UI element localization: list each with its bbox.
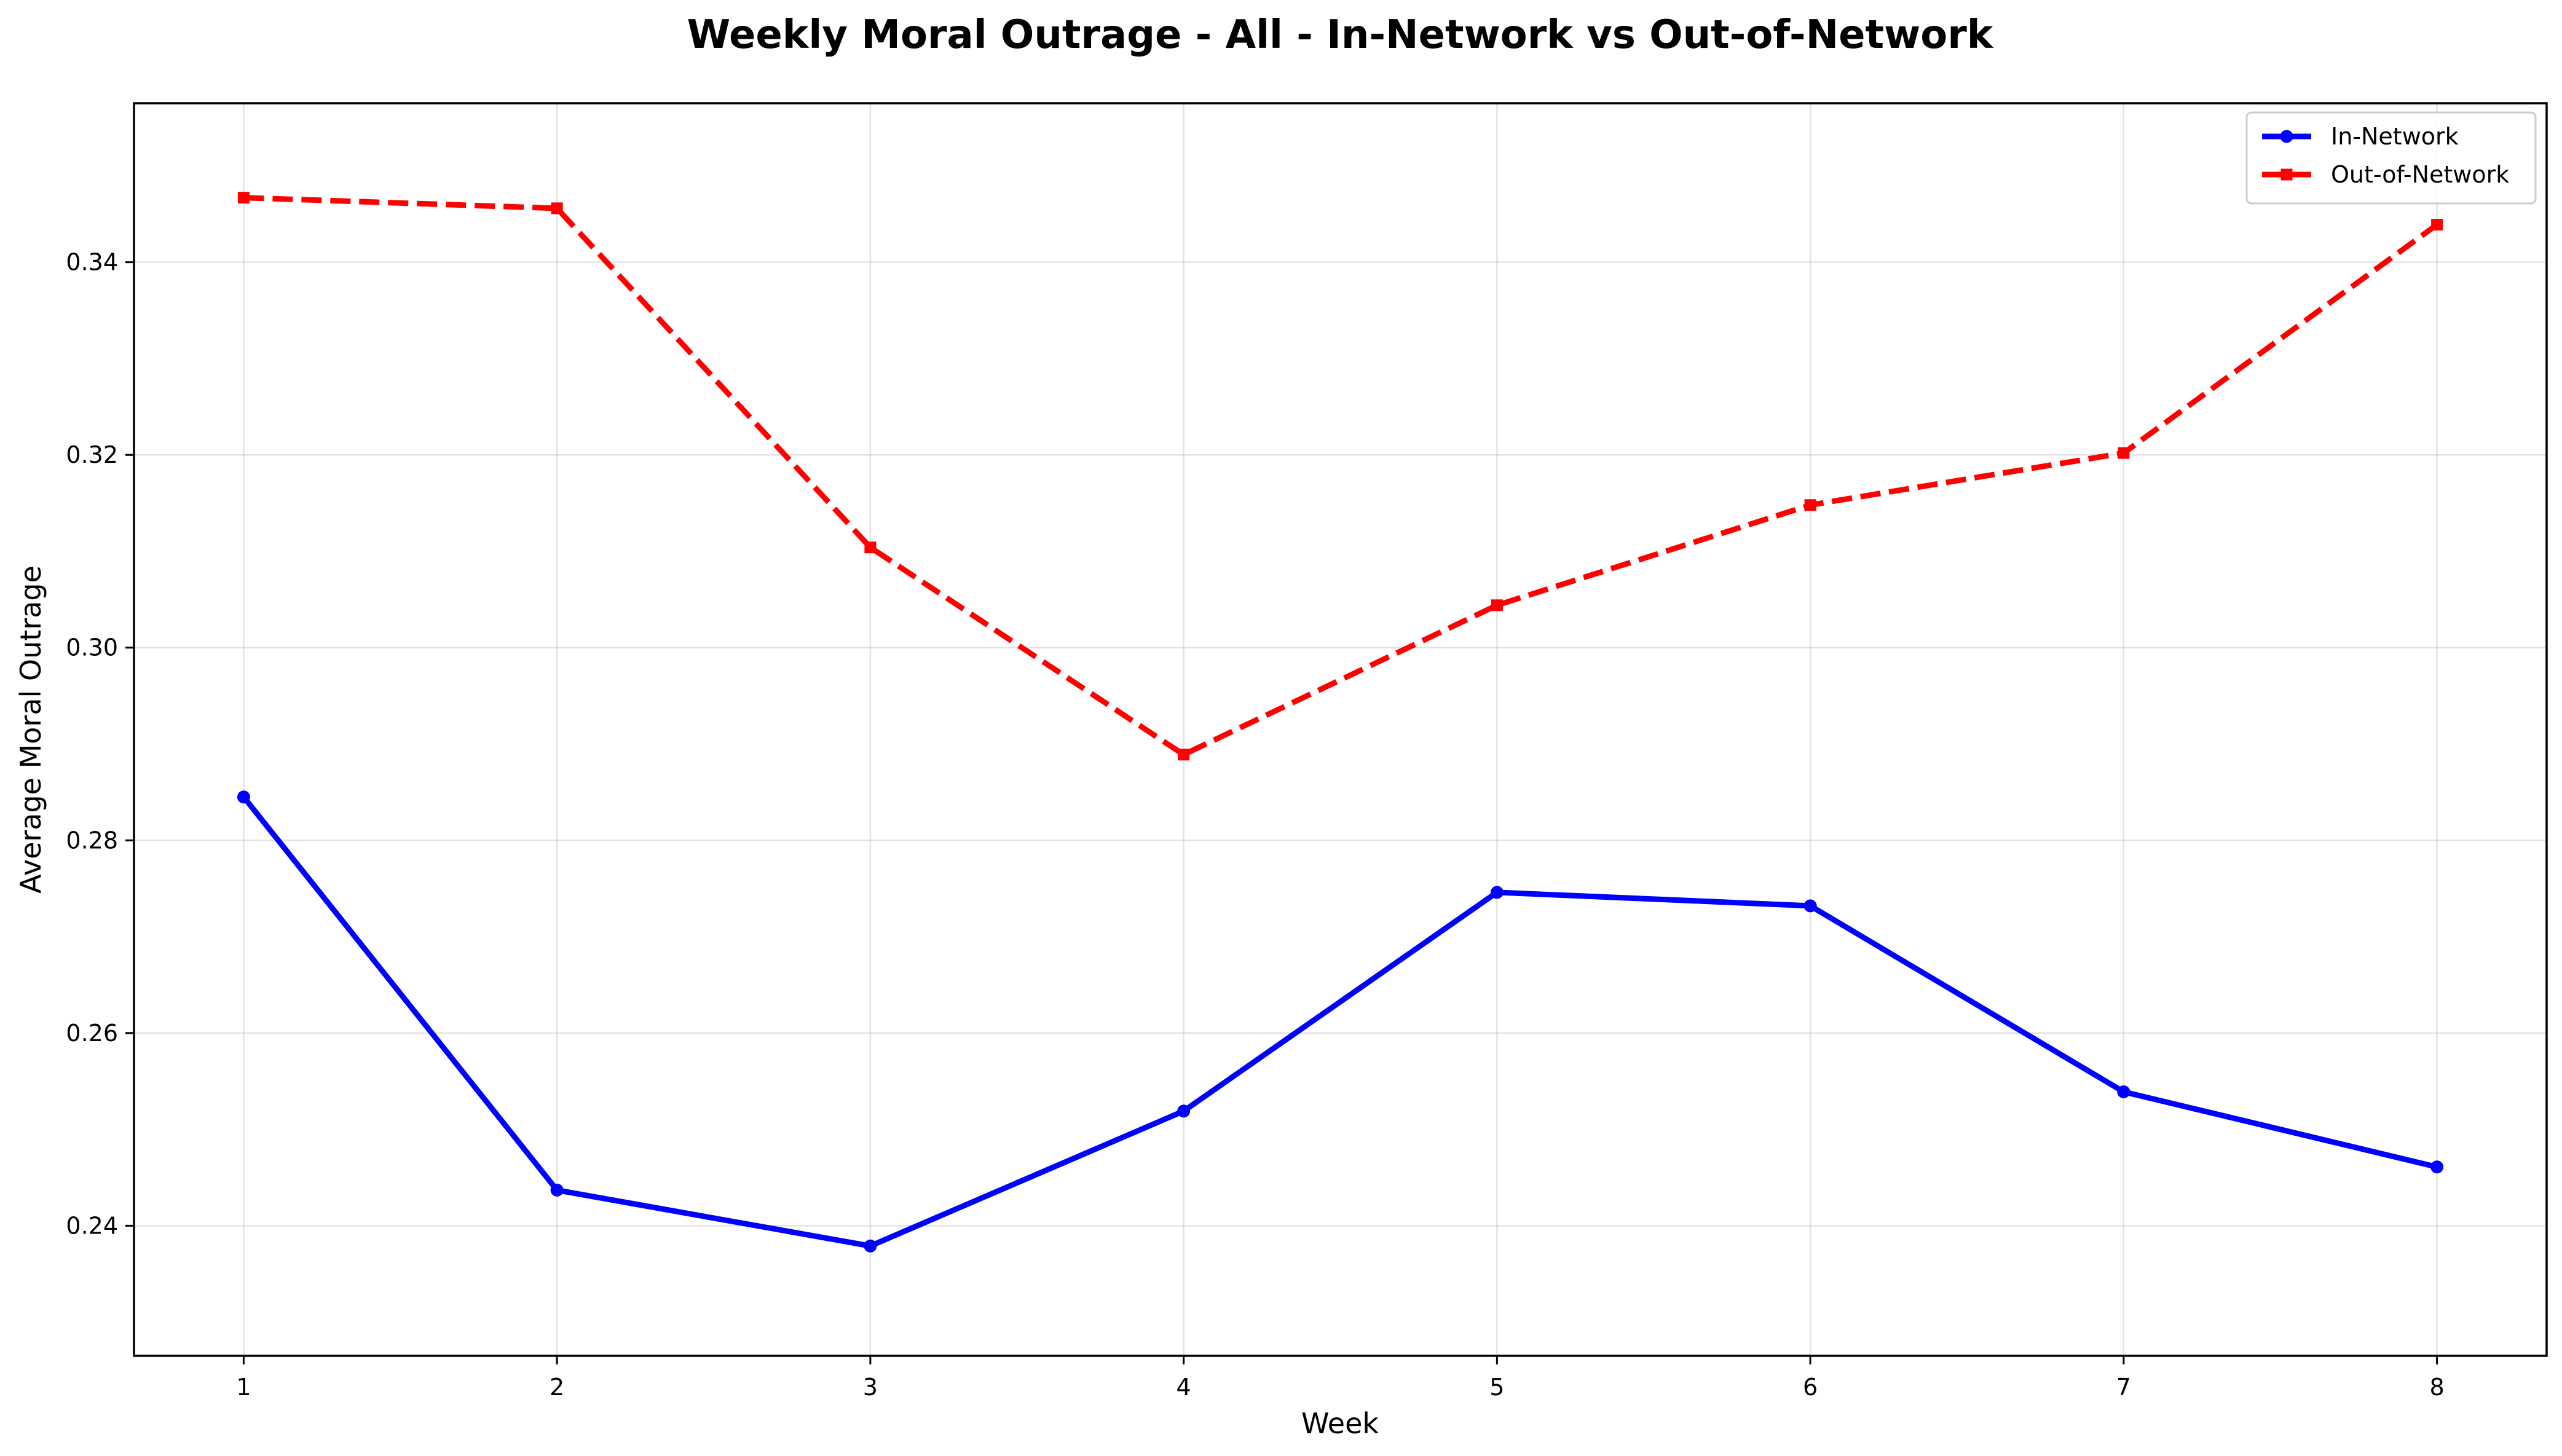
legend-marker-in-network	[2280, 130, 2293, 143]
out-of-network-line	[243, 195, 2439, 758]
out-of-network-point	[2431, 219, 2443, 231]
in-network-point	[550, 1183, 564, 1197]
x-axis-label: Week	[1301, 1407, 1379, 1440]
y-tick-label: 0.34	[66, 249, 118, 276]
legend-label-out-of-network: Out-of-Network	[2331, 161, 2509, 188]
out-of-network-point	[2118, 447, 2130, 459]
in-network-point	[864, 1239, 877, 1253]
series-layer	[237, 192, 2444, 1253]
in-network-point	[1177, 1104, 1191, 1118]
out-of-network-point	[551, 202, 563, 214]
out-of-network-point	[1804, 499, 1816, 511]
x-tick-label: 3	[863, 1374, 878, 1401]
y-tick-label: 0.28	[66, 827, 118, 854]
grid	[134, 103, 2547, 1356]
in-network-point	[237, 790, 250, 804]
x-tick-label: 5	[1489, 1374, 1504, 1401]
in-network-point	[2430, 1160, 2444, 1174]
legend-marker-out-of-network	[2280, 168, 2293, 181]
plot-frame	[133, 102, 2548, 1357]
axis-ticks: 1 2 3 4 5 6 7 8 0.24 0.26 0.28 0.30 0.32 0.34	[66, 249, 2444, 1401]
y-tick-label: 0.26	[66, 1020, 118, 1047]
x-tick-label: 8	[2429, 1374, 2444, 1401]
legend: In-Network Out-of-Network	[2245, 111, 2537, 205]
in-network-point	[2117, 1085, 2130, 1098]
out-of-network-point	[864, 541, 877, 554]
legend-label-in-network: In-Network	[2331, 123, 2459, 150]
y-tick-label: 0.30	[66, 634, 118, 661]
in-network-point	[1803, 899, 1817, 913]
y-tick-label: 0.24	[66, 1212, 118, 1239]
x-tick-label: 2	[550, 1374, 564, 1401]
out-of-network-point	[1491, 599, 1503, 612]
y-axis-label: Average Moral Outrage	[14, 565, 47, 894]
x-tick-label: 7	[2116, 1374, 2131, 1401]
in-network-point	[1490, 886, 1504, 899]
in-network-line	[241, 795, 2438, 1249]
legend-box	[2245, 111, 2537, 205]
x-tick-label: 6	[1803, 1374, 1818, 1401]
chart-title: Weekly Moral Outrage - All - In-Network …	[687, 12, 1994, 58]
out-of-network-point	[237, 192, 250, 204]
out-of-network-point	[1178, 749, 1190, 761]
x-tick-label: 1	[236, 1374, 251, 1401]
y-tick-label: 0.32	[66, 441, 118, 468]
x-tick-label: 4	[1177, 1374, 1191, 1401]
